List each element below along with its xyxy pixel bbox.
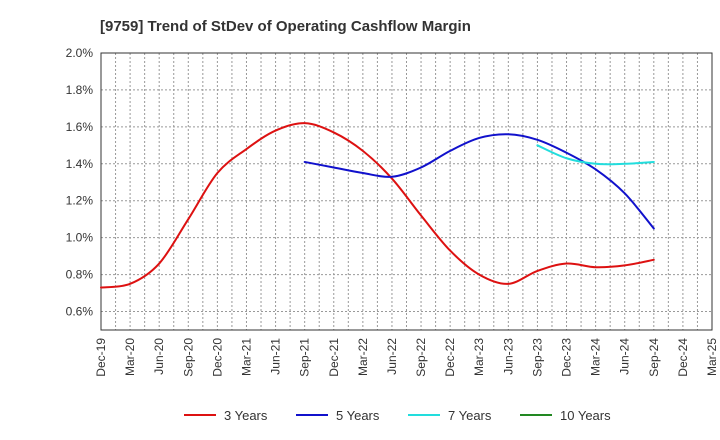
- y-tick-label: 1.6%: [66, 120, 94, 134]
- legend: 3 Years 5 Years 7 Years 10 Years: [184, 408, 611, 423]
- grid: [100, 52, 713, 330]
- x-tick-label: Mar-20: [123, 338, 137, 376]
- x-tick-label: Sep-22: [414, 338, 428, 377]
- y-tick-label: 2.0%: [66, 46, 94, 60]
- x-tick-label: Dec-20: [210, 338, 224, 377]
- x-tick-label: Jun-22: [385, 338, 399, 375]
- legend-label: 5 Years: [336, 408, 380, 423]
- x-tick-label: Mar-25: [705, 338, 719, 376]
- x-tick-label: Dec-22: [443, 338, 457, 377]
- x-tick-label: Dec-21: [327, 338, 341, 377]
- x-tick-label: Sep-24: [647, 338, 661, 377]
- series-line-3-years: [100, 122, 655, 289]
- series-line-7-years: [536, 144, 655, 166]
- x-tick-label: Jun-23: [501, 338, 515, 375]
- y-tick-label: 1.8%: [66, 83, 94, 97]
- x-tick-label: Jun-20: [152, 338, 166, 375]
- series-lines: [100, 122, 655, 289]
- x-tick-label: Sep-20: [181, 338, 195, 377]
- x-tick-label: Mar-22: [356, 338, 370, 376]
- y-tick-label: 1.4%: [66, 157, 94, 171]
- y-tick-label: 0.8%: [66, 268, 94, 282]
- x-tick-label: Mar-23: [472, 338, 486, 376]
- x-tick-label: Mar-24: [589, 338, 603, 376]
- axes: 0.6% 0.8% 1.0% 1.2% 1.4% 1.6% 1.8% 2.0% Dec-19 Ma…: [66, 46, 719, 377]
- y-tick-label: 1.0%: [66, 231, 94, 245]
- y-tick-label: 1.2%: [66, 194, 94, 208]
- x-tick-label: Jun-21: [269, 338, 283, 375]
- chart-title: [9759] Trend of StDev of Operating Cashf…: [100, 18, 471, 35]
- x-tick-label: Jun-24: [618, 338, 632, 375]
- plot-area: [101, 53, 712, 330]
- y-tick-label: 0.6%: [66, 305, 94, 319]
- legend-label: 7 Years: [448, 408, 492, 423]
- x-tick-label: Dec-23: [560, 338, 574, 377]
- x-tick-label: Mar-21: [239, 338, 253, 376]
- plot-frame: [100, 52, 713, 331]
- x-tick-label: Dec-19: [94, 338, 108, 377]
- series-line-5-years: [303, 133, 655, 230]
- x-tick-label: Sep-23: [530, 338, 544, 377]
- x-tick-label: Dec-24: [676, 338, 690, 377]
- legend-label: 10 Years: [560, 408, 611, 423]
- x-tick-label: Sep-21: [298, 338, 312, 377]
- legend-label: 3 Years: [224, 408, 268, 423]
